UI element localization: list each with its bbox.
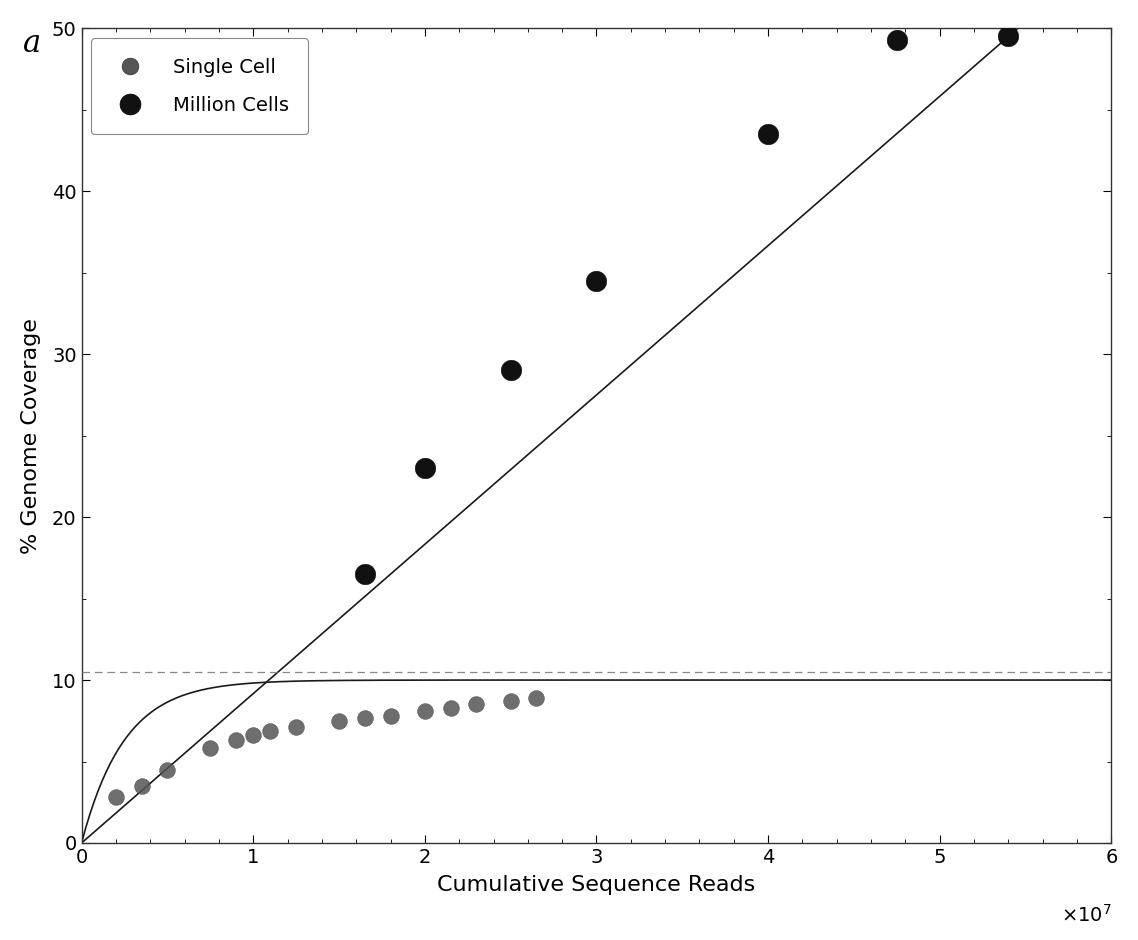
Point — [527, 691, 545, 706]
Y-axis label: % Genome Coverage: % Genome Coverage — [20, 318, 41, 554]
Point — [132, 778, 150, 793]
Point — [158, 762, 176, 777]
Text: $\times 10^7$: $\times 10^7$ — [1061, 904, 1111, 926]
Point — [330, 713, 348, 728]
Point — [999, 29, 1017, 44]
Point — [287, 720, 305, 735]
Point — [467, 697, 485, 712]
Point — [502, 694, 520, 709]
Point — [587, 274, 605, 289]
Text: a: a — [23, 28, 41, 59]
X-axis label: Cumulative Sequence Reads: Cumulative Sequence Reads — [437, 875, 756, 895]
Point — [415, 461, 434, 476]
Point — [355, 711, 373, 726]
Legend: Single Cell, Million Cells: Single Cell, Million Cells — [91, 38, 308, 134]
Point — [226, 733, 245, 748]
Point — [759, 127, 777, 142]
Point — [442, 700, 460, 715]
Point — [502, 363, 520, 378]
Point — [355, 567, 373, 582]
Point — [888, 32, 906, 47]
Point — [415, 703, 434, 718]
Point — [201, 741, 220, 756]
Point — [244, 728, 262, 743]
Point — [107, 790, 125, 805]
Point — [381, 709, 399, 724]
Point — [261, 723, 279, 738]
